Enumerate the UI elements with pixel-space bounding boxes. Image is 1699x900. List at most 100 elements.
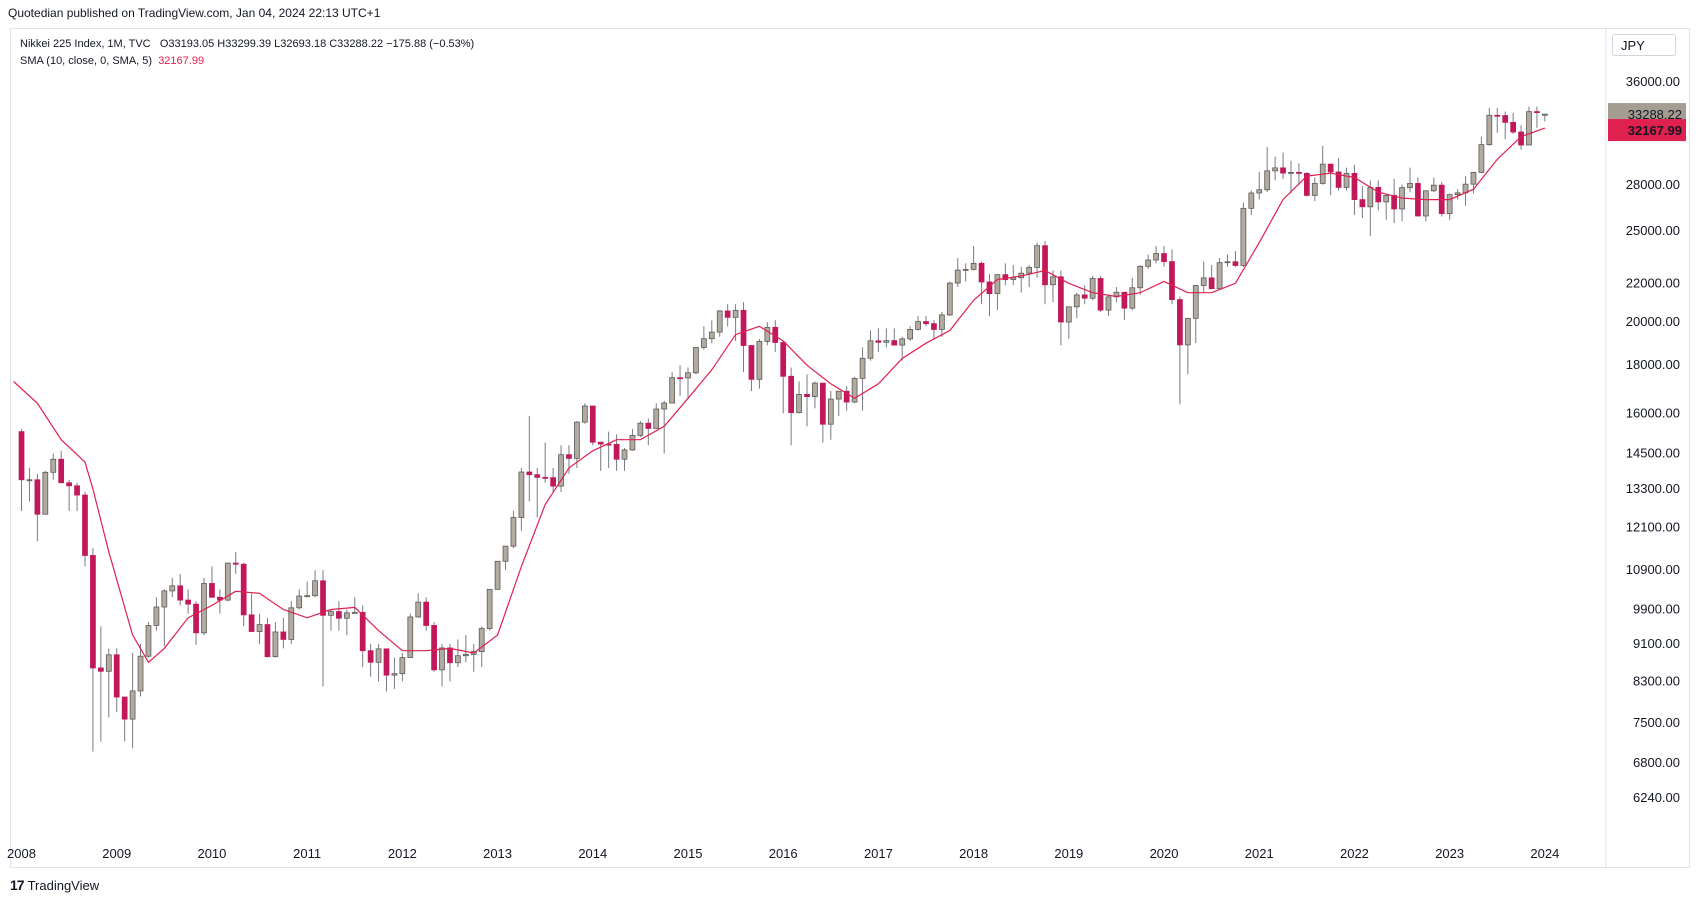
candle-body [931,323,937,330]
y-tick-label: 8300.00 [1633,673,1680,688]
legend-symbol[interactable]: Nikkei 225 Index, 1M, TVC [20,38,151,50]
candle [470,643,477,672]
candle-body [359,611,366,652]
candle-body [1430,184,1437,192]
x-tick-label: 2014 [578,846,607,861]
candle-body [98,667,104,672]
candle [383,648,390,692]
candle [177,573,184,606]
candle [645,418,652,446]
candle [1296,163,1302,185]
candle [764,322,771,346]
tradingview-logo[interactable]: 17 TradingView [10,877,99,893]
candle-body [1216,262,1223,290]
candle [1018,266,1025,293]
candle [129,652,136,749]
candle-body [1224,261,1231,264]
candle-body [1232,261,1239,266]
candle-body [439,647,445,671]
candle [1327,163,1334,196]
candle [1042,240,1048,305]
candle-body [248,614,255,632]
candle [1446,193,1453,220]
candle-body [1192,285,1199,319]
candle [121,696,128,742]
legend-symbol-row: Nikkei 225 Index, 1M, TVC O33193.05 H332… [20,36,474,53]
candle [1240,202,1247,267]
candle [677,365,683,396]
candle [931,320,937,339]
candle [1121,291,1128,321]
candle-body [788,375,794,413]
candle [1478,136,1485,174]
candle [1470,171,1477,194]
candle [1002,263,1009,286]
candle-body [986,281,993,295]
candle [113,648,120,713]
candle-body [145,625,152,657]
candle [1526,106,1532,146]
candle-body [1248,192,1255,209]
candle-body [1058,276,1064,323]
candle-body [859,357,866,379]
candle-body [851,377,858,403]
candle [891,328,898,346]
candle [788,367,794,446]
candle [685,367,691,399]
candle-body [1534,111,1540,114]
candle [415,593,422,618]
y-tick-label: 28000.00 [1626,177,1680,192]
candle-body [1169,261,1175,300]
candle [621,447,628,471]
candle-body [1081,294,1088,299]
candle [1050,270,1056,303]
candle [90,548,96,752]
x-tick-label: 2011 [293,846,321,861]
candle [1510,112,1516,135]
candle-body [1296,171,1302,174]
candle [1415,177,1421,217]
candle-body [1026,267,1033,274]
candle [1200,261,1207,293]
x-tick-label: 2012 [388,846,417,861]
candle-body [66,482,72,487]
candle [1137,265,1144,295]
candle-body [113,654,120,698]
candle-body [1375,186,1382,203]
candle-body [185,599,191,605]
candle-body [550,477,556,487]
legend: Nikkei 225 Index, 1M, TVC O33193.05 H332… [20,36,474,70]
candle-body [423,601,430,626]
candle [907,326,914,342]
candle [1256,171,1263,200]
candle [74,482,80,511]
x-tick-label: 2010 [197,846,226,861]
currency-selector[interactable]: JPY [1612,34,1676,56]
candle-body [312,580,318,597]
candle-body [946,282,953,316]
candle [391,657,398,689]
candle [827,391,834,440]
candle-body [756,341,763,380]
candle-body [1303,172,1310,196]
candle [193,601,199,645]
sma-line [13,127,1546,664]
candle-body [645,422,652,429]
candle [1272,156,1278,181]
candle [820,382,826,443]
candle-body [415,601,422,618]
candle [439,643,445,687]
y-tick-label: 9100.00 [1633,636,1680,651]
candle-body [256,624,263,632]
candle-body [90,555,96,669]
candle [867,330,874,361]
legend-sma-label[interactable]: SMA (10, close, 0, SMA, 5) [20,55,153,67]
candle-body [669,377,675,404]
candle [1113,287,1120,303]
candle [1264,147,1271,193]
candle-body [748,345,755,380]
candle-body [899,338,906,346]
candle-body [1510,121,1516,133]
candle-body [224,562,231,601]
